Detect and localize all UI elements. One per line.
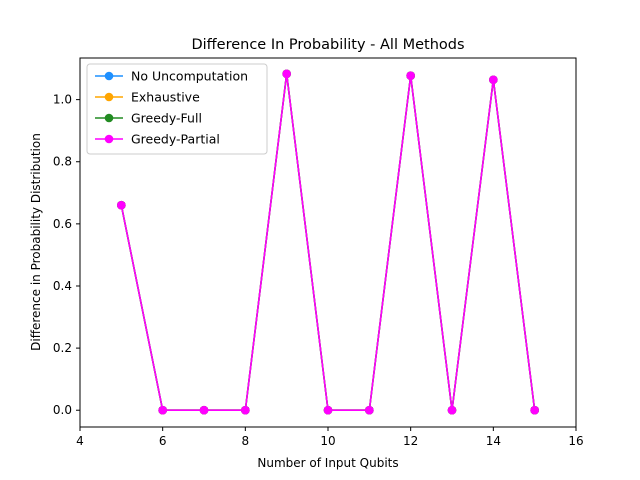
legend-label: No Uncomputation (131, 69, 248, 84)
y-tick-label: 0.4 (53, 279, 72, 293)
data-point-greedy-partial (447, 405, 457, 415)
legend-label: Greedy-Partial (131, 132, 220, 147)
data-point-greedy-partial (489, 75, 498, 85)
data-point-greedy-partial (365, 405, 374, 415)
chart-title: Difference In Probability - All Methods (191, 37, 464, 53)
legend-box (86, 63, 268, 155)
y-axis-label: Difference in Probability Distribution (29, 133, 43, 351)
legend-marker (104, 92, 114, 102)
data-point-greedy-partial (406, 71, 415, 81)
y-tick-label: 0.6 (53, 217, 72, 231)
y-tick-label: 0.8 (53, 155, 72, 169)
data-point-greedy-partial (117, 200, 126, 210)
x-tick-label: 14 (486, 434, 501, 448)
plot-frame (79, 57, 577, 428)
data-point-greedy-partial (323, 405, 333, 415)
x-tick-label: 4 (76, 434, 84, 448)
data-point-greedy-partial (530, 405, 539, 415)
y-tick-label: 1.0 (53, 93, 72, 107)
data-point-greedy-partial (158, 405, 167, 415)
x-tick-label: 8 (242, 434, 250, 448)
legend-marker (104, 134, 114, 144)
legend: No Uncomputation Exhaustive Greedy-Full Gre… (86, 63, 268, 155)
legend-label: Greedy-Full (131, 111, 202, 126)
x-tick-label: 12 (403, 434, 418, 448)
legend-marker (104, 71, 114, 81)
y-tick-label: 0.0 (53, 403, 72, 417)
x-tick-label: 16 (568, 434, 583, 448)
data-point-greedy-partial (282, 69, 291, 79)
x-axis-label: Number of Input Qubits (257, 456, 398, 470)
y-tick-label: 0.2 (53, 341, 72, 355)
data-point-greedy-partial (199, 405, 209, 415)
x-tick-label: 6 (159, 434, 167, 448)
legend-label: Exhaustive (131, 90, 200, 105)
legend-marker (104, 113, 114, 123)
x-tick-label: 10 (320, 434, 335, 448)
data-point-greedy-partial (241, 405, 250, 415)
plot-area: 4 6 8 10 12 14 16 0.0 0.2 0.4 0.6 0.8 1.0 (53, 57, 584, 448)
